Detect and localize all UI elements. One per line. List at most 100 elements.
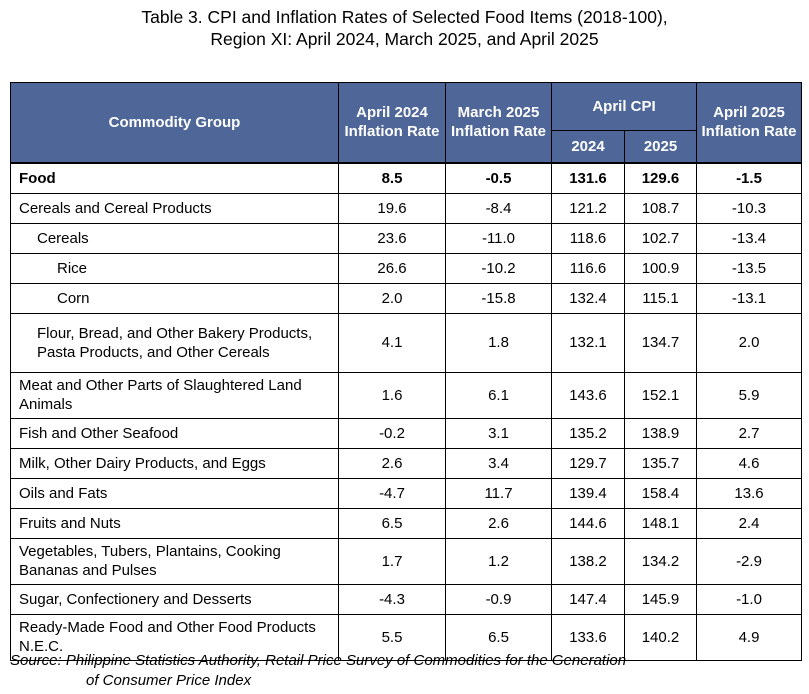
cpi-2025-cell: 145.9 xyxy=(624,583,697,615)
cpi-2025-cell: 100.9 xyxy=(624,252,697,284)
april-2025-inflation-cell: 13.6 xyxy=(696,477,802,509)
table-row: Vegetables, Tubers, Plantains, Cooking B… xyxy=(10,537,802,585)
header-april-2024-inflation: April 2024 Inflation Rate xyxy=(338,82,446,163)
cpi-table: Commodity Group April 2024 Inflation Rat… xyxy=(10,82,802,661)
cpi-2025-cell: 134.2 xyxy=(624,537,697,585)
commodity-cell: Rice xyxy=(10,252,339,284)
april-2025-inflation-cell: 4.9 xyxy=(696,613,802,661)
april-2024-inflation-cell: -4.7 xyxy=(338,477,446,509)
cpi-2025-cell: 148.1 xyxy=(624,507,697,539)
march-2025-inflation-cell: -0.5 xyxy=(445,161,552,194)
header-cpi-2025: 2025 xyxy=(624,130,697,163)
april-2024-inflation-cell: 2.0 xyxy=(338,282,446,314)
april-2024-inflation-cell: 19.6 xyxy=(338,192,446,224)
april-2024-inflation-cell: 8.5 xyxy=(338,161,446,194)
cpi-2025-cell: 129.6 xyxy=(624,161,697,194)
table-row: Cereals 23.6 -11.0 118.6 102.7 -13.4 xyxy=(10,222,802,254)
march-2025-inflation-cell: 1.8 xyxy=(445,312,552,373)
table-header: Commodity Group April 2024 Inflation Rat… xyxy=(10,82,802,163)
commodity-cell: Sugar, Confectionery and Desserts xyxy=(10,583,339,615)
table-row: Cereals and Cereal Products 19.6 -8.4 121.2… xyxy=(10,192,802,224)
commodity-cell: Corn xyxy=(10,282,339,314)
commodity-cell: Fruits and Nuts xyxy=(10,507,339,539)
table-body: Food 8.5 -0.5 131.6 129.6 -1.5 Cereals and Cer… xyxy=(10,161,802,661)
table-row: Food 8.5 -0.5 131.6 129.6 -1.5 xyxy=(10,161,802,194)
march-2025-inflation-cell: 6.5 xyxy=(445,613,552,661)
table-row: Fruits and Nuts 6.5 2.6 144.6 148.1 2.4 xyxy=(10,507,802,539)
source-line-2: of Consumer Price Index xyxy=(86,672,252,689)
april-2025-inflation-cell: -13.5 xyxy=(696,252,802,284)
cpi-2024-cell: 132.1 xyxy=(551,312,625,373)
commodity-cell: Food xyxy=(10,161,339,194)
commodity-cell: Milk, Other Dairy Products, and Eggs xyxy=(10,447,339,479)
april-2025-inflation-cell: 2.0 xyxy=(696,312,802,373)
table-row: Corn 2.0 -15.8 132.4 115.1 -13.1 xyxy=(10,282,802,314)
april-2025-inflation-cell: 5.9 xyxy=(696,371,802,419)
header-april-2025-inflation: April 2025 Inflation Rate xyxy=(696,82,802,163)
cpi-2024-cell: 131.6 xyxy=(551,161,625,194)
cpi-2024-cell: 144.6 xyxy=(551,507,625,539)
table-row: Meat and Other Parts of Slaughtered Land… xyxy=(10,371,802,419)
title-line-2: Region XI: April 2024, March 2025, and A… xyxy=(210,29,599,49)
cpi-2024-cell: 139.4 xyxy=(551,477,625,509)
april-2024-inflation-cell: 2.6 xyxy=(338,447,446,479)
table-row: Ready-Made Food and Other Food Products … xyxy=(10,613,802,661)
table-title: Table 3. CPI and Inflation Rates of Sele… xyxy=(0,6,809,50)
april-2025-inflation-cell: -1.5 xyxy=(696,161,802,194)
table-row: Milk, Other Dairy Products, and Eggs 2.6 3… xyxy=(10,447,802,479)
cpi-2025-cell: 152.1 xyxy=(624,371,697,419)
cpi-2025-cell: 115.1 xyxy=(624,282,697,314)
table-row: Fish and Other Seafood -0.2 3.1 135.2 138.9 2… xyxy=(10,417,802,449)
source-note: Source: Philippine Statistics Authority,… xyxy=(10,651,797,691)
march-2025-inflation-cell: -0.9 xyxy=(445,583,552,615)
april-2025-inflation-cell: -13.1 xyxy=(696,282,802,314)
cpi-2024-cell: 121.2 xyxy=(551,192,625,224)
april-2025-inflation-cell: -13.4 xyxy=(696,222,802,254)
cpi-2024-cell: 138.2 xyxy=(551,537,625,585)
cpi-2024-cell: 147.4 xyxy=(551,583,625,615)
table-row: Rice 26.6 -10.2 116.6 100.9 -13.5 xyxy=(10,252,802,284)
cpi-2025-cell: 134.7 xyxy=(624,312,697,373)
commodity-cell: Fish and Other Seafood xyxy=(10,417,339,449)
april-2024-inflation-cell: 26.6 xyxy=(338,252,446,284)
april-2024-inflation-cell: 5.5 xyxy=(338,613,446,661)
header-commodity-group: Commodity Group xyxy=(10,82,339,163)
commodity-cell: Cereals xyxy=(10,222,339,254)
march-2025-inflation-cell: 3.1 xyxy=(445,417,552,449)
march-2025-inflation-cell: 11.7 xyxy=(445,477,552,509)
march-2025-inflation-cell: 6.1 xyxy=(445,371,552,419)
march-2025-inflation-cell: 3.4 xyxy=(445,447,552,479)
cpi-2025-cell: 158.4 xyxy=(624,477,697,509)
cpi-2024-cell: 135.2 xyxy=(551,417,625,449)
april-2024-inflation-cell: -4.3 xyxy=(338,583,446,615)
title-line-1: Table 3. CPI and Inflation Rates of Sele… xyxy=(141,7,668,27)
cpi-2024-cell: 133.6 xyxy=(551,613,625,661)
cpi-2025-cell: 108.7 xyxy=(624,192,697,224)
cpi-2025-cell: 138.9 xyxy=(624,417,697,449)
header-cpi-2024: 2024 xyxy=(551,130,625,163)
april-2025-inflation-cell: -1.0 xyxy=(696,583,802,615)
commodity-cell: Flour, Bread, and Other Bakery Products,… xyxy=(10,312,339,373)
commodity-cell: Vegetables, Tubers, Plantains, Cooking B… xyxy=(10,537,339,585)
april-2024-inflation-cell: 4.1 xyxy=(338,312,446,373)
table-row: Sugar, Confectionery and Desserts -4.3 -0.… xyxy=(10,583,802,615)
table-row: Oils and Fats -4.7 11.7 139.4 158.4 13.6 xyxy=(10,477,802,509)
april-2025-inflation-cell: -2.9 xyxy=(696,537,802,585)
cpi-2024-cell: 116.6 xyxy=(551,252,625,284)
april-2024-inflation-cell: 1.6 xyxy=(338,371,446,419)
march-2025-inflation-cell: 1.2 xyxy=(445,537,552,585)
april-2025-inflation-cell: 4.6 xyxy=(696,447,802,479)
source-line-1: Source: Philippine Statistics Authority,… xyxy=(10,652,627,669)
cpi-2025-cell: 102.7 xyxy=(624,222,697,254)
cpi-2024-cell: 118.6 xyxy=(551,222,625,254)
march-2025-inflation-cell: 2.6 xyxy=(445,507,552,539)
march-2025-inflation-cell: -15.8 xyxy=(445,282,552,314)
cpi-2024-cell: 143.6 xyxy=(551,371,625,419)
april-2025-inflation-cell: 2.4 xyxy=(696,507,802,539)
march-2025-inflation-cell: -11.0 xyxy=(445,222,552,254)
table-row: Flour, Bread, and Other Bakery Products,… xyxy=(10,312,802,373)
april-2025-inflation-cell: -10.3 xyxy=(696,192,802,224)
commodity-cell: Oils and Fats xyxy=(10,477,339,509)
commodity-cell: Meat and Other Parts of Slaughtered Land… xyxy=(10,371,339,419)
